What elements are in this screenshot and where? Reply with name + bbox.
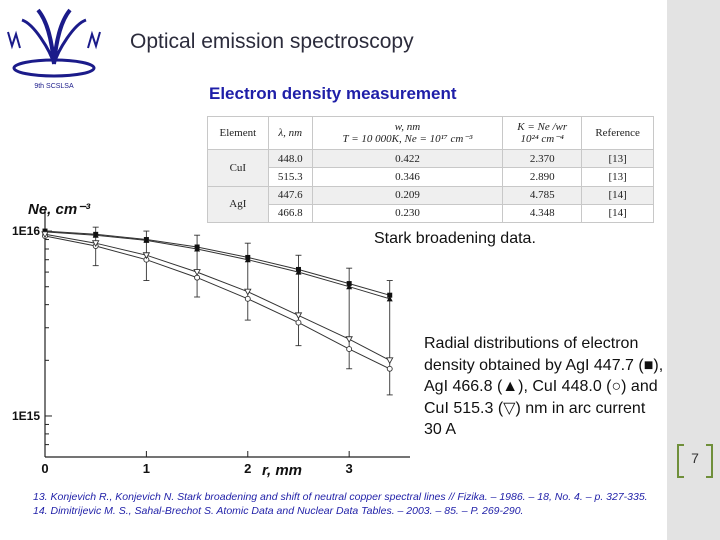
chart-x-tick-label: 1 bbox=[143, 461, 150, 476]
cell-ref: [14] bbox=[581, 185, 654, 205]
cell-k: 2.370 bbox=[502, 148, 583, 169]
chart-point-cui-448 bbox=[295, 319, 302, 326]
chart-point-cui-515 bbox=[142, 252, 151, 260]
chart-point-cui-448 bbox=[346, 346, 353, 353]
radial-caption: Radial distributions of electron density… bbox=[424, 335, 664, 438]
chart-point-cui-515 bbox=[345, 336, 353, 344]
cell-lambda: 447.6 bbox=[267, 185, 313, 205]
chart-point-cui-515 bbox=[91, 240, 100, 248]
chart-series-line-3 bbox=[44, 233, 390, 361]
chart-x-tick-label: 0 bbox=[41, 461, 48, 476]
chart-point-agi-447 bbox=[387, 292, 393, 298]
conference-logo: 9th SCSLSA bbox=[7, 8, 101, 90]
slide-title: Optical emission spectroscopy bbox=[130, 30, 414, 53]
header-k-line1: K = Ne /wr bbox=[517, 121, 568, 133]
chart-point-cui-515 bbox=[294, 312, 303, 320]
chart-point-agi-466 bbox=[244, 256, 251, 263]
page-number-bracket bbox=[677, 444, 713, 478]
chart-series-line-1 bbox=[44, 231, 390, 300]
chart-point-agi-447 bbox=[346, 281, 352, 287]
header-k-line2: 10²⁴ cm⁻⁴ bbox=[520, 133, 564, 145]
header-element: Element bbox=[207, 116, 269, 150]
table-row: AgI 447.6 0.209 4.785 [14] bbox=[207, 185, 654, 223]
chart-point-agi-466 bbox=[92, 232, 99, 238]
cell-k: 2.890 bbox=[502, 167, 583, 187]
chart-ylabel: Ne, cm⁻³ bbox=[28, 201, 91, 218]
table-row: 466.8 0.230 4.348 [14] bbox=[207, 203, 654, 224]
table-header-row: Element λ, nm w, nm T = 10 000K, Ne = 10… bbox=[207, 116, 654, 150]
header-reference: Reference bbox=[581, 116, 654, 150]
logo-text: 9th SCSLSA bbox=[34, 83, 74, 90]
chart-x-tick-label: 3 bbox=[346, 461, 353, 476]
chart-point-agi-466 bbox=[346, 283, 353, 290]
chart-point-agi-466 bbox=[194, 245, 201, 252]
chart-series-line-0 bbox=[44, 230, 390, 296]
reference-13: 13. Konjevich R., Konjevich N. Stark bro… bbox=[33, 491, 648, 503]
cell-w: 0.209 bbox=[311, 185, 504, 205]
cell-ref: [13] bbox=[581, 148, 654, 169]
reference-14: 14. Dimitrijevic M. S., Sahal-Brechot S.… bbox=[33, 505, 524, 517]
chart-point-agi-466 bbox=[143, 237, 150, 243]
cell-lambda: 448.0 bbox=[267, 148, 313, 169]
chart-y-tick-label: 1E15 bbox=[12, 409, 40, 423]
stark-data-table: Element λ, nm w, nm T = 10 000K, Ne = 10… bbox=[207, 116, 654, 224]
chart-point-cui-448 bbox=[244, 295, 251, 302]
header-w-line1: w, nm bbox=[394, 121, 421, 133]
stark-caption: Stark broadening data. bbox=[374, 230, 536, 247]
chart-y-tick-label: 1E16 bbox=[12, 224, 40, 238]
table-row: CuI 448.0 0.422 2.370 [13] bbox=[207, 148, 654, 187]
electron-density-chart: 0 1 2 3 1E16 1E15 Ne, cm⁻³ r, mm bbox=[12, 201, 410, 479]
chart-point-cui-515 bbox=[244, 288, 252, 296]
cell-ref: [14] bbox=[581, 203, 654, 224]
cell-w: 0.230 bbox=[311, 203, 504, 224]
cell-w: 0.346 bbox=[311, 167, 504, 187]
cell-lambda: 515.3 bbox=[267, 167, 313, 187]
chart-point-cui-515 bbox=[41, 231, 49, 239]
header-w: w, nm T = 10 000K, Ne = 10¹⁷ cm⁻³ bbox=[311, 116, 504, 150]
table-row: 515.3 0.346 2.890 [13] bbox=[207, 167, 654, 187]
page-number: 7 bbox=[691, 450, 699, 466]
header-lambda: λ, nm bbox=[267, 116, 313, 150]
slide-subtitle: Electron density measurement bbox=[209, 84, 457, 103]
chart-point-cui-448 bbox=[386, 365, 393, 372]
chart-point-agi-466 bbox=[295, 269, 302, 275]
cell-k: 4.785 bbox=[502, 185, 583, 205]
cell-element: AgI bbox=[207, 185, 269, 223]
cell-lambda: 466.8 bbox=[267, 203, 313, 224]
chart-point-cui-515 bbox=[385, 357, 394, 365]
cell-element: CuI bbox=[207, 149, 269, 187]
header-k: K = Ne /wr 10²⁴ cm⁻⁴ bbox=[502, 116, 583, 150]
cell-k: 4.348 bbox=[502, 203, 583, 224]
chart-series-line-2 bbox=[44, 235, 390, 370]
chart-x-tick-label: 2 bbox=[244, 461, 251, 476]
chart-point-cui-515 bbox=[193, 269, 201, 277]
cell-w: 0.422 bbox=[311, 148, 504, 169]
chart-point-agi-466 bbox=[386, 295, 393, 302]
cell-ref: [13] bbox=[581, 167, 654, 187]
references: 13. Konjevich R., Konjevich N. Stark bro… bbox=[33, 490, 663, 518]
header-w-line2: T = 10 000K, Ne = 10¹⁷ cm⁻³ bbox=[342, 133, 473, 145]
chart-xlabel: r, mm bbox=[262, 462, 302, 479]
